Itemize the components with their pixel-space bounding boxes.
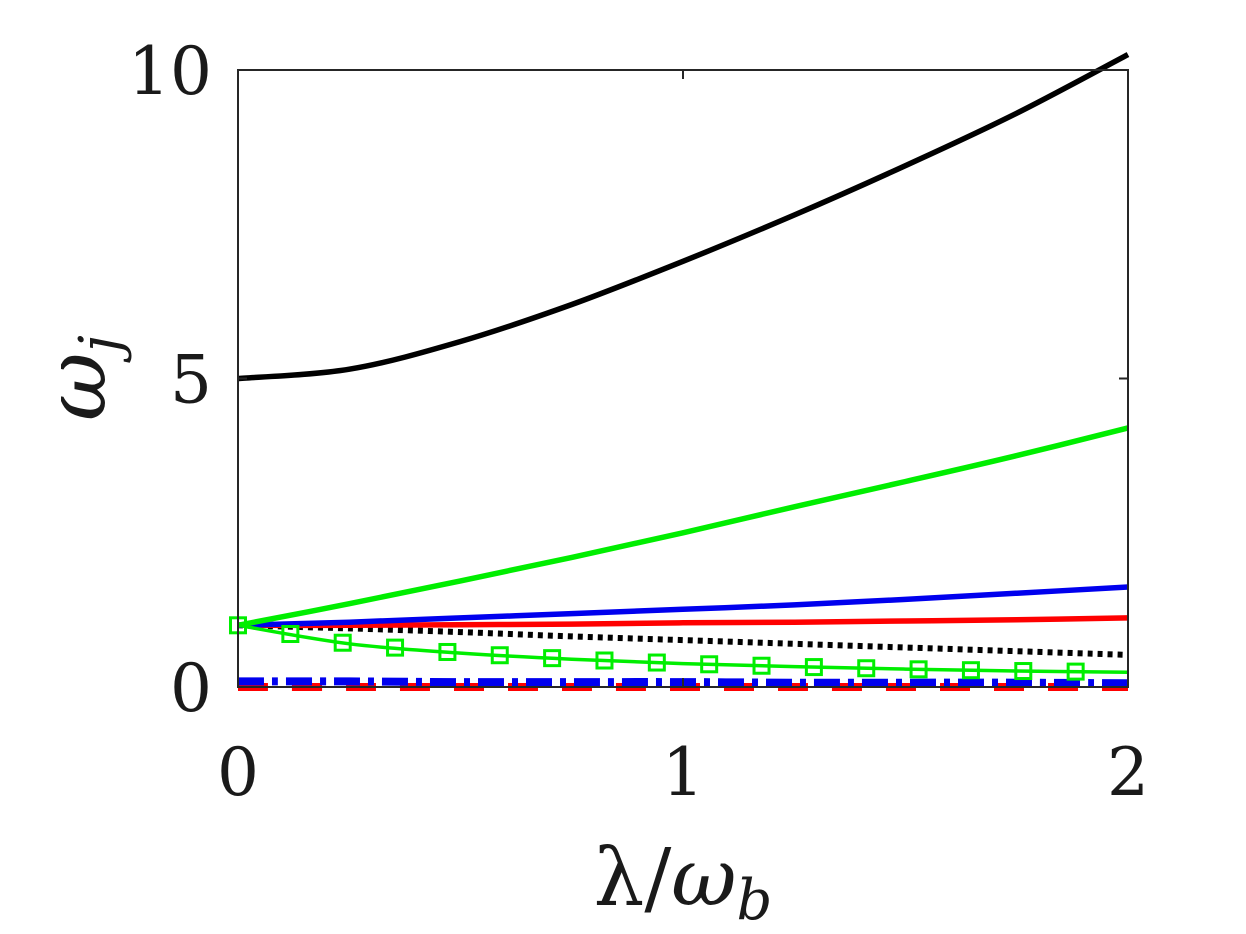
series-line-1 [237,52,1130,382]
y-axis-label: ωj [27,335,133,421]
series-line-2 [237,425,1129,628]
series-marker [961,661,980,680]
series-marker [909,660,928,679]
series-layer [229,52,1130,691]
series-marker [386,638,405,657]
series-marker [647,653,666,672]
series-line-6 [237,623,1129,674]
x-tick-label: 0 [217,734,259,811]
series-marker [333,633,352,652]
series-marker [1066,662,1085,681]
series-line-4 [237,615,1129,629]
y-tick-label: 0 [170,650,212,727]
series-marker [543,649,562,668]
x-tick-label: 2 [1107,734,1149,811]
y-tick-label: 5 [170,342,212,419]
series-marker [700,655,719,674]
x-axis-label: λ/ωb [594,831,773,933]
series-marker [804,658,823,677]
series-marker [490,646,509,665]
series-marker [752,656,771,675]
y-tick-label: 10 [128,33,212,110]
x-tick-label: 1 [662,734,704,811]
series-line-3 [237,584,1129,629]
series-marker [1014,662,1033,681]
tick-layer: 0 1 2 0 5 10 [128,33,1149,811]
series-marker [595,651,614,670]
series-marker [857,659,876,678]
series-line-5 [237,622,1129,658]
series-marker [281,625,300,644]
series-marker [438,642,457,661]
